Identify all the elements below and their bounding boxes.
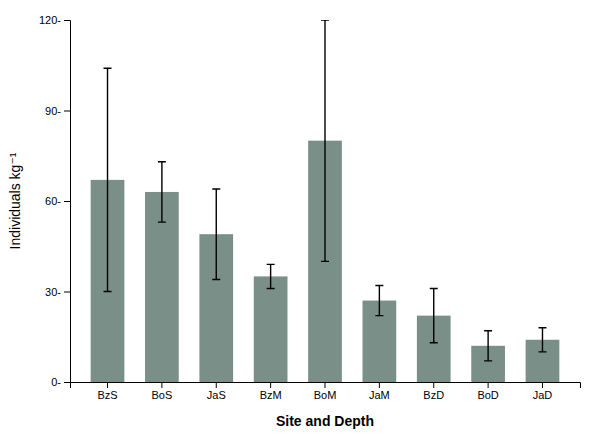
error-bar (321, 20, 329, 261)
error-bar (484, 331, 492, 361)
x-axis-line (71, 383, 581, 389)
error-bar (158, 162, 166, 222)
y-tick-mark (64, 20, 70, 21)
x-tick-label: BoD (477, 389, 498, 401)
x-tick: BzM (260, 382, 282, 401)
x-tick-mark (325, 382, 326, 388)
x-tick-mark (161, 382, 162, 388)
x-tick-label: JaM (369, 389, 390, 401)
y-tick-label: 90- (45, 105, 61, 117)
x-tick-label: BoM (314, 389, 337, 401)
x-tick-mark (433, 382, 434, 388)
x-axis-title: Site and Depth (276, 413, 374, 429)
y-axis: 0- 30- 60- 90- 120- (39, 14, 71, 388)
y-tick-mark (64, 201, 70, 202)
x-tick-mark (216, 382, 217, 388)
x-tick-mark (270, 382, 271, 388)
x-tick: BzD (423, 382, 444, 401)
y-tick-label: 0- (51, 376, 61, 388)
x-tick: BzS (97, 382, 117, 401)
marks (91, 20, 560, 382)
x-axis: BzS BoS JaS BzM BoM JaM BzD BoD JaD (71, 382, 581, 401)
x-tick-mark (379, 382, 380, 388)
error-bar (104, 68, 112, 291)
y-tick: 90- (45, 105, 70, 117)
y-tick-mark (64, 111, 70, 112)
y-tick: 60- (45, 195, 70, 207)
x-tick: BoS (151, 382, 172, 401)
x-tick-label: JaD (533, 389, 553, 401)
error-bar (538, 328, 546, 352)
error-bar (212, 189, 220, 279)
y-axis-title: Individuals kg⁻¹ (7, 152, 23, 249)
x-tick-label: BzS (97, 389, 117, 401)
y-tick-mark (64, 382, 70, 383)
x-tick-mark (107, 382, 108, 388)
x-tick-mark (488, 382, 489, 388)
y-tick: 30- (45, 286, 70, 298)
x-tick: BoM (314, 382, 337, 401)
error-bar (430, 288, 438, 342)
x-tick: JaD (533, 382, 553, 401)
y-tick-label: 120- (39, 14, 61, 26)
error-bar (375, 285, 383, 315)
chart: BzS BoS JaS BzM BoM JaM BzD BoD JaD 0- 30- 60- 90- 12… (0, 0, 600, 440)
x-tick: BoD (477, 382, 498, 401)
x-tick-label: JaS (207, 389, 226, 401)
x-tick-label: BzD (423, 389, 444, 401)
x-tick-label: BzM (260, 389, 282, 401)
error-bar (267, 264, 275, 288)
y-axis-line (64, 21, 71, 383)
y-tick-mark (64, 292, 70, 293)
y-tick-label: 60- (45, 195, 61, 207)
x-tick-label: BoS (151, 389, 172, 401)
y-tick: 0- (51, 376, 70, 388)
x-tick: JaM (369, 382, 390, 401)
bar (254, 276, 288, 382)
plot: BzS BoS JaS BzM BoM JaM BzD BoD JaD 0- 30- 60- 90- 12… (39, 14, 581, 401)
x-tick-mark (542, 382, 543, 388)
y-tick: 120- (39, 14, 70, 26)
y-tick-label: 30- (45, 286, 61, 298)
x-tick: JaS (207, 382, 226, 401)
